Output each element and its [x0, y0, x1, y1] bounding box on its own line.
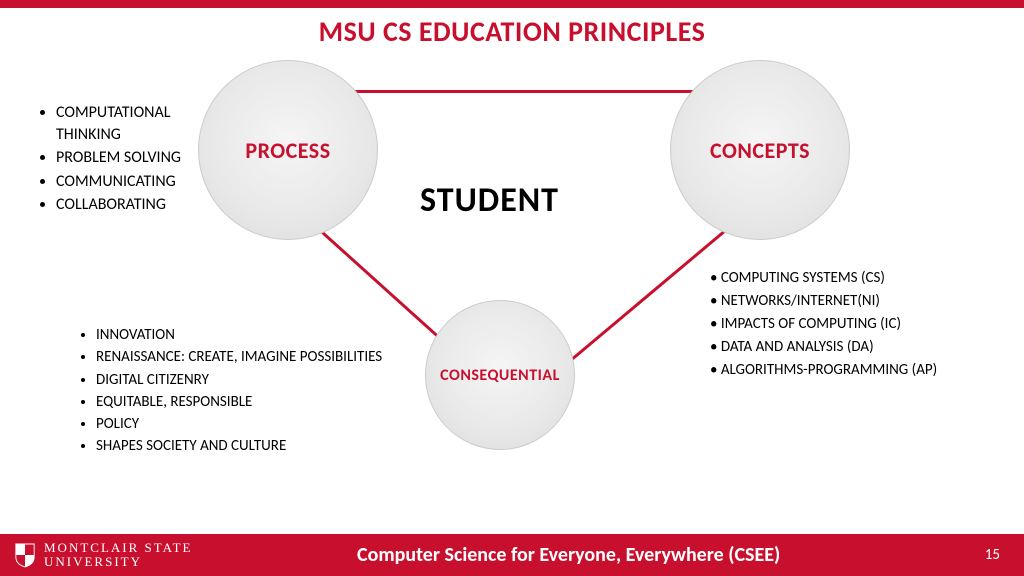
list-item: INNOVATION [96, 325, 438, 345]
footer-subtitle: Computer Science for Everyone, Everywher… [153, 543, 985, 567]
list-item: COLLABORATING [56, 194, 218, 216]
node-process-label: PROCESS [245, 137, 330, 164]
top-accent-bar [0, 0, 1024, 8]
list-item: ALGORITHMS-PROGRAMMING (AP) [710, 360, 1010, 381]
list-item: COMPUTING SYSTEMS (CS) [710, 268, 1010, 289]
footer-bar: MONTCLAIR STATE UNIVERSITY Computer Scie… [0, 534, 1024, 576]
process-bullets: COMPUTATIONAL THINKING PROBLEM SOLVING C… [38, 102, 218, 218]
node-process: PROCESS [198, 60, 378, 240]
list-item: DATA AND ANALYSIS (DA) [710, 337, 1010, 358]
node-concepts-label: CONCEPTS [710, 137, 810, 164]
list-item: POLICY [96, 414, 438, 434]
list-item: RENAISSANCE: CREATE, IMAGINE POSSIBILITI… [96, 347, 438, 367]
page-number: 15 [985, 546, 1000, 564]
shield-icon [14, 542, 36, 568]
center-student-label: STUDENT [420, 180, 559, 221]
consequential-bullets: INNOVATION RENAISSANCE: CREATE, IMAGINE … [78, 325, 438, 459]
list-item: COMPUTATIONAL THINKING [56, 102, 218, 145]
list-item: PROBLEM SOLVING [56, 147, 218, 169]
list-item: SHAPES SOCIETY AND CULTURE [96, 436, 438, 456]
node-consequential-label: CONSEQUENTIAL [440, 366, 560, 385]
list-item: EQUITABLE, RESPONSIBLE [96, 392, 438, 412]
list-item: NETWORKS/INTERNET(NI) [710, 291, 1010, 312]
list-item: COMMUNICATING [56, 171, 218, 193]
node-concepts: CONCEPTS [670, 60, 850, 240]
node-consequential: CONSEQUENTIAL [425, 300, 575, 450]
principles-diagram: PROCESS CONCEPTS CONSEQUENTIAL STUDENT C… [0, 50, 1024, 520]
list-item: DIGITAL CITIZENRY [96, 370, 438, 390]
concepts-bullets: COMPUTING SYSTEMS (CS) NETWORKS/INTERNET… [710, 268, 1010, 383]
slide-title: MSU CS EDUCATION PRINCIPLES [0, 14, 1024, 49]
list-item: IMPACTS OF COMPUTING (IC) [710, 314, 1010, 335]
